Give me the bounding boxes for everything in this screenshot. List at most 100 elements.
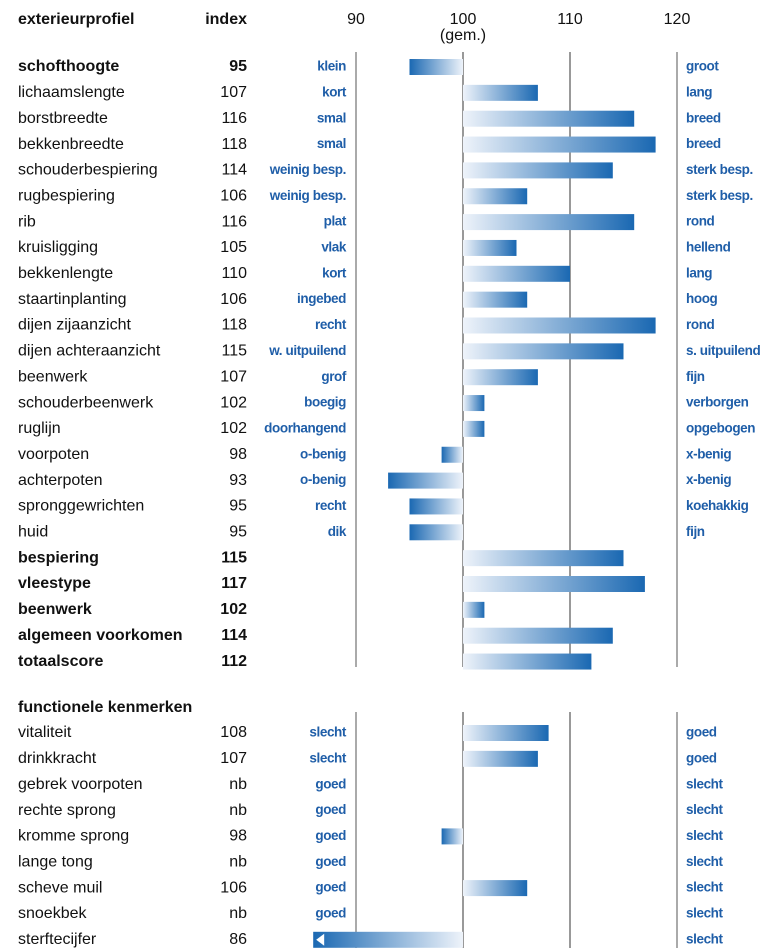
- low-label: slecht: [309, 725, 347, 740]
- section-title: functionele kenmerken: [18, 699, 192, 716]
- index-value: nb: [229, 802, 247, 819]
- index-value: 93: [229, 472, 247, 489]
- high-label: sterk besp.: [686, 162, 753, 177]
- bar: [463, 395, 485, 412]
- bar: [463, 653, 592, 670]
- bar: [463, 550, 624, 567]
- bar: [463, 110, 635, 127]
- trait-name: snoekbek: [18, 905, 87, 922]
- bar: [441, 828, 463, 845]
- high-label: s. uitpuilend: [686, 343, 760, 358]
- bar: [463, 214, 635, 231]
- high-label: rond: [686, 317, 715, 332]
- bar: [463, 750, 538, 767]
- high-label: opgebogen: [686, 420, 755, 435]
- low-label: grof: [321, 369, 347, 384]
- x-axis-note: (gem.): [440, 27, 486, 44]
- index-value: nb: [229, 853, 247, 870]
- trait-name: kromme sprong: [18, 828, 129, 845]
- low-label: goed: [315, 854, 346, 869]
- bar: [463, 369, 538, 386]
- high-label: goed: [686, 750, 717, 765]
- high-label: x-benig: [686, 472, 731, 487]
- section-title: exterieurprofiel: [18, 11, 134, 28]
- low-label: kort: [322, 84, 347, 99]
- trait-name: schofthoogte: [18, 58, 119, 75]
- low-label: doorhangend: [264, 420, 346, 435]
- high-label: x-benig: [686, 446, 731, 461]
- low-label: smal: [317, 110, 346, 125]
- bar: [463, 725, 549, 741]
- index-value: nb: [229, 905, 247, 922]
- index-value: 107: [220, 368, 247, 385]
- index-value: 106: [220, 879, 247, 896]
- index-value: 102: [220, 601, 247, 618]
- trait-name: bekkenlengte: [18, 265, 113, 282]
- trait-name: vitaliteit: [18, 724, 72, 741]
- bar: [313, 931, 463, 948]
- trait-name: lichaamslengte: [18, 84, 125, 101]
- bar: [463, 188, 528, 205]
- low-label: slecht: [309, 750, 347, 765]
- trait-name: scheve muil: [18, 879, 102, 896]
- trait-name: ruglijn: [18, 420, 61, 437]
- low-label: goed: [315, 776, 346, 791]
- low-label: dik: [328, 524, 347, 539]
- bar: [463, 265, 570, 282]
- trait-name: dijen achteraanzicht: [18, 343, 161, 360]
- low-label: w. uitpuilend: [268, 343, 346, 358]
- trait-name: rugbespiering: [18, 187, 115, 204]
- high-label: lang: [686, 84, 712, 99]
- index-value: nb: [229, 776, 247, 793]
- index-value: 114: [221, 162, 247, 179]
- index-value: 95: [229, 524, 247, 541]
- high-label: groot: [686, 59, 719, 74]
- index-value: 98: [229, 446, 247, 463]
- trait-name: beenwerk: [18, 368, 88, 385]
- trait-name: bespiering: [18, 549, 99, 566]
- bar: [463, 136, 656, 153]
- index-value: 106: [220, 291, 247, 308]
- index-value: 116: [221, 213, 247, 230]
- x-tick-label: 100: [450, 11, 477, 28]
- high-label: slecht: [686, 828, 724, 843]
- index-header: index: [205, 11, 247, 28]
- bar: [463, 420, 485, 437]
- bar: [409, 498, 463, 515]
- trait-name: huid: [18, 524, 48, 541]
- low-label: kort: [322, 265, 347, 280]
- low-label: smal: [317, 136, 346, 151]
- index-value: 118: [221, 317, 247, 334]
- low-label: recht: [315, 317, 347, 332]
- trait-name: bekkenbreedte: [18, 136, 124, 153]
- low-label: ingebed: [297, 291, 346, 306]
- high-label: slecht: [686, 880, 724, 895]
- high-label: slecht: [686, 906, 724, 921]
- bar: [463, 239, 517, 256]
- trait-name: beenwerk: [18, 601, 92, 618]
- high-label: slecht: [686, 931, 724, 946]
- trait-name: kruisligging: [18, 239, 98, 256]
- trait-name: voorpoten: [18, 446, 89, 463]
- x-tick-label: 110: [557, 11, 583, 28]
- index-value: 117: [221, 575, 247, 592]
- high-label: verborgen: [686, 395, 749, 410]
- trait-name: sterftecijfer: [18, 931, 97, 948]
- index-value: 102: [220, 394, 247, 411]
- high-label: breed: [686, 110, 721, 125]
- bar: [463, 576, 645, 592]
- trait-name: achterpoten: [18, 472, 103, 489]
- high-label: goed: [686, 725, 717, 740]
- trait-name: vleestype: [18, 575, 91, 592]
- trait-name: staartinplanting: [18, 291, 127, 308]
- high-label: hoog: [686, 291, 718, 306]
- trait-name: schouderbeenwerk: [18, 394, 154, 411]
- bar: [409, 524, 463, 541]
- index-value: 98: [229, 828, 247, 845]
- index-value: 107: [220, 84, 247, 101]
- index-value: 116: [221, 110, 247, 127]
- index-value: 110: [221, 265, 247, 282]
- low-label: plat: [324, 214, 347, 229]
- trait-name: lange tong: [18, 853, 93, 870]
